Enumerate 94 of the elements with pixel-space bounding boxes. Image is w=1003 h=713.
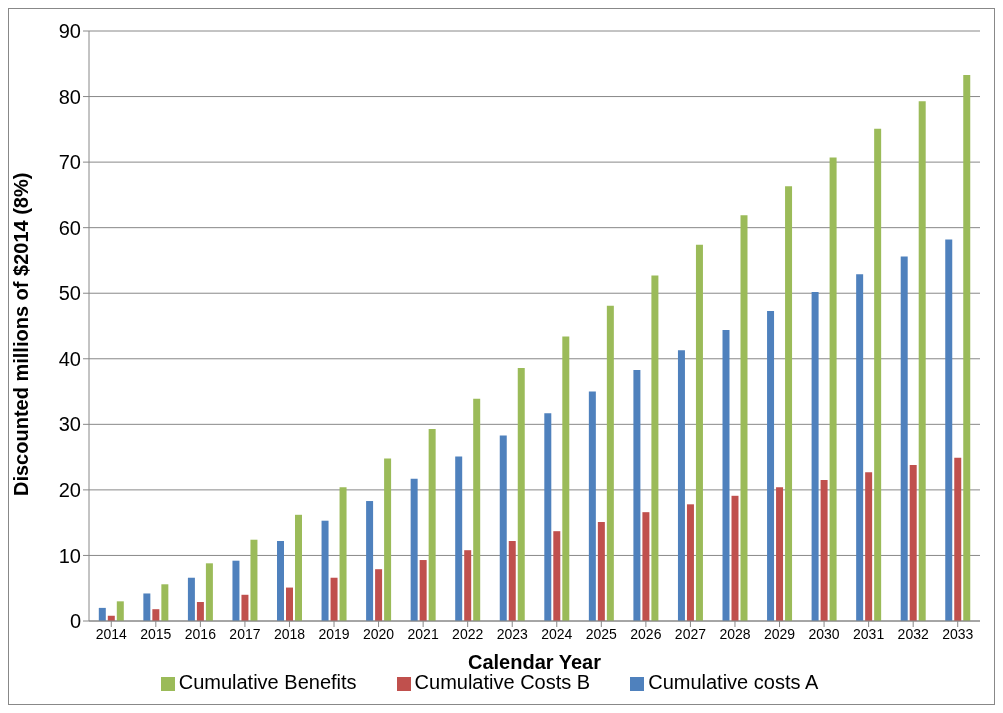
bar bbox=[722, 329, 730, 621]
x-tick-label: 2032 bbox=[897, 625, 929, 642]
bar bbox=[419, 560, 427, 621]
bar bbox=[241, 594, 249, 621]
bar bbox=[339, 487, 347, 621]
bar bbox=[651, 275, 659, 621]
x-tick-label: 2015 bbox=[140, 625, 172, 642]
x-tick-label: 2017 bbox=[229, 625, 261, 642]
x-tick-label: 2026 bbox=[630, 625, 662, 642]
bar bbox=[776, 487, 784, 621]
x-axis-title: Calendar Year bbox=[467, 651, 602, 673]
bar bbox=[277, 541, 284, 621]
bar bbox=[116, 601, 124, 621]
bar bbox=[205, 563, 213, 621]
bar bbox=[606, 305, 614, 621]
bar bbox=[187, 577, 195, 621]
bar bbox=[588, 391, 596, 621]
bar bbox=[384, 458, 392, 621]
x-tick-label: 2033 bbox=[942, 625, 974, 642]
x-tick-label: 2027 bbox=[674, 625, 707, 642]
bar bbox=[633, 369, 641, 621]
x-tick-label: 2031 bbox=[853, 625, 885, 642]
bar bbox=[695, 244, 703, 621]
legend-label: Cumulative costs A bbox=[648, 671, 819, 693]
bar bbox=[918, 101, 926, 621]
bar bbox=[196, 601, 204, 621]
x-tick-label: 2019 bbox=[318, 625, 350, 642]
bar bbox=[945, 239, 953, 621]
bar bbox=[731, 495, 739, 621]
bar bbox=[829, 157, 837, 621]
bar bbox=[597, 522, 605, 621]
y-tick-label: 60 bbox=[58, 216, 81, 239]
bar bbox=[152, 609, 160, 621]
bar bbox=[562, 336, 570, 621]
y-tick-label: 80 bbox=[58, 85, 81, 108]
x-tick-label: 2021 bbox=[407, 625, 439, 642]
y-tick-label: 40 bbox=[58, 347, 81, 370]
bar bbox=[553, 531, 561, 621]
bar bbox=[900, 256, 908, 621]
bar bbox=[321, 520, 329, 621]
bar bbox=[856, 274, 864, 621]
bar bbox=[464, 550, 472, 621]
y-tick-label: 0 bbox=[69, 610, 81, 633]
bar bbox=[642, 512, 650, 621]
bar bbox=[250, 539, 258, 621]
x-tick-label: 2029 bbox=[763, 625, 796, 642]
bar bbox=[508, 541, 516, 621]
bar bbox=[963, 74, 971, 621]
legend-label: Cumulative Benefits bbox=[178, 671, 357, 693]
bar bbox=[143, 593, 151, 621]
bar bbox=[686, 504, 694, 621]
y-tick-label: 90 bbox=[58, 20, 81, 43]
bar bbox=[410, 478, 418, 621]
x-tick-label: 2020 bbox=[363, 625, 395, 642]
bar bbox=[544, 413, 552, 621]
legend-label: Cumulative Costs B bbox=[414, 671, 591, 693]
y-tick-label: 30 bbox=[58, 413, 81, 436]
bar bbox=[330, 577, 338, 621]
x-tick-label: 2030 bbox=[808, 625, 840, 642]
x-tick-label: 2024 bbox=[541, 625, 573, 642]
bar bbox=[811, 291, 819, 621]
y-tick-label: 50 bbox=[58, 282, 81, 305]
bar bbox=[740, 215, 748, 621]
bar bbox=[954, 457, 962, 621]
bar bbox=[677, 350, 685, 621]
bar bbox=[375, 569, 383, 621]
y-tick-label: 70 bbox=[58, 151, 81, 174]
x-tick-label: 2016 bbox=[184, 625, 217, 642]
x-tick-label: 2018 bbox=[273, 625, 306, 642]
bar bbox=[473, 398, 481, 621]
bar bbox=[865, 472, 873, 621]
bar bbox=[366, 501, 374, 621]
bar bbox=[767, 310, 775, 621]
x-tick-label: 2023 bbox=[496, 625, 529, 642]
bar bbox=[428, 428, 436, 621]
bar bbox=[455, 456, 463, 621]
y-axis-title: Discounted millions of $2014 (8%) bbox=[10, 172, 33, 496]
bar bbox=[820, 480, 828, 621]
bar bbox=[499, 435, 507, 621]
x-tick-label: 2028 bbox=[719, 625, 751, 642]
bar bbox=[517, 367, 525, 621]
x-tick-label: 2014 bbox=[95, 625, 128, 642]
y-tick-label: 20 bbox=[58, 478, 81, 501]
x-tick-label: 2022 bbox=[452, 625, 484, 642]
bar bbox=[785, 186, 793, 621]
bar bbox=[98, 607, 106, 621]
bar bbox=[874, 128, 882, 621]
bar bbox=[295, 514, 302, 621]
bar bbox=[909, 464, 917, 621]
x-tick-label: 2025 bbox=[585, 625, 618, 642]
y-tick-label: 10 bbox=[58, 544, 81, 567]
bar bbox=[161, 584, 169, 621]
bar bbox=[232, 560, 240, 621]
bar bbox=[286, 587, 293, 621]
